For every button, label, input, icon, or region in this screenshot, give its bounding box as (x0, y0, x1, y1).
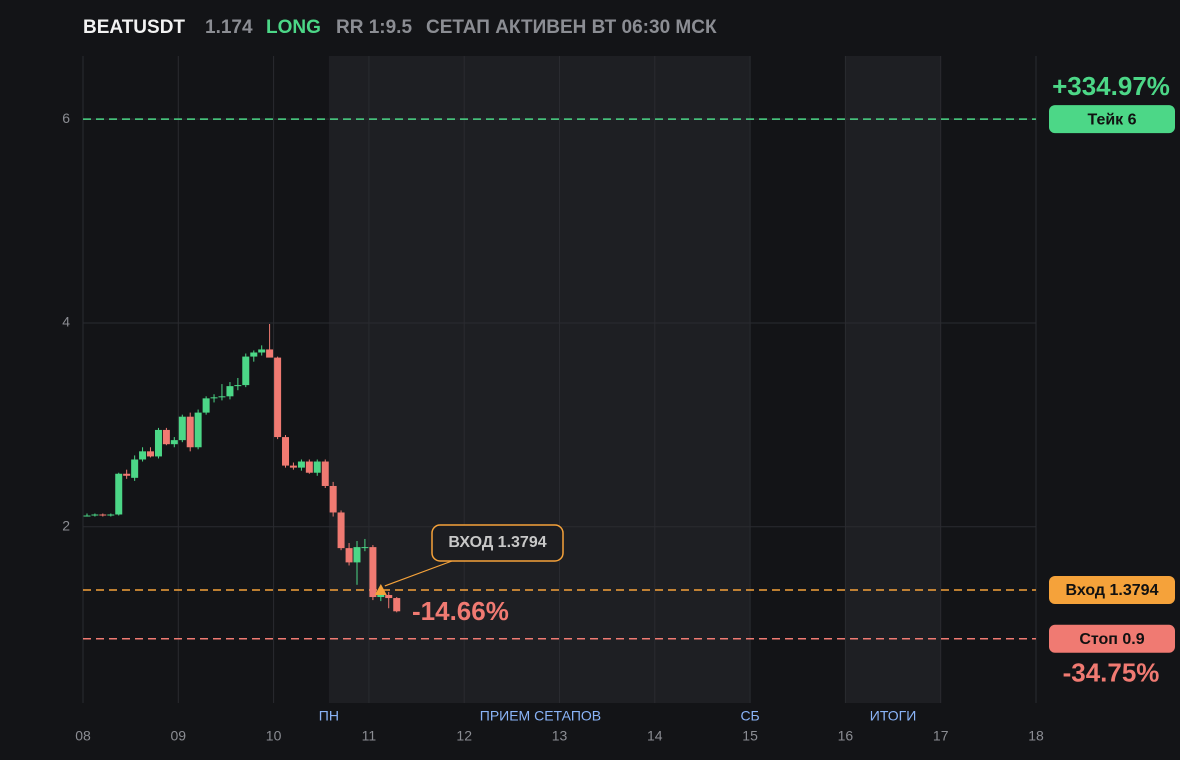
x-tick-label: 17 (933, 728, 949, 744)
price: 1.174 (205, 17, 253, 38)
x-tick-label: 09 (171, 728, 187, 744)
candle-body (234, 385, 242, 387)
x-tick-label: 14 (647, 728, 663, 744)
candle-body (210, 397, 218, 399)
level-label: Стоп 0.9 (1079, 631, 1144, 648)
candle-body (289, 465, 297, 468)
candle-body (226, 386, 234, 397)
y-tick-label: 2 (62, 517, 70, 533)
level-badge (1049, 575, 1175, 604)
candle-body (305, 461, 313, 473)
candle-body (313, 461, 321, 473)
candle-body (321, 461, 329, 486)
annotation-box (431, 524, 564, 562)
candle-body (139, 451, 147, 460)
candle-body (393, 598, 401, 612)
candle-body (107, 514, 115, 516)
session-label: СБ (740, 708, 759, 724)
candle-body (345, 548, 353, 563)
y-tick-label: 4 (62, 314, 70, 330)
candle-body (131, 459, 139, 478)
candle-body (218, 396, 226, 398)
candle-body (369, 547, 377, 598)
y-tick-label: 6 (62, 110, 70, 126)
symbol: BEATUSDT (83, 17, 185, 38)
candle-body (162, 429, 170, 445)
level-badge (1049, 105, 1175, 134)
level-pct: -34.75% (1063, 658, 1160, 688)
annotation-text: ВХОД 1.3794 (448, 534, 546, 551)
candle-body (186, 416, 194, 448)
candle-body (170, 440, 178, 445)
x-tick-label: 16 (838, 728, 854, 744)
x-tick-label: 15 (742, 728, 758, 744)
side: LONG (266, 17, 321, 38)
candle-body (154, 429, 162, 457)
level-badge (1049, 624, 1175, 653)
entry-marker (374, 583, 387, 595)
x-tick-label: 18 (1028, 728, 1044, 744)
candle-body (361, 547, 369, 549)
candle-body (250, 352, 258, 357)
annotation-pointer (384, 560, 453, 587)
session-label: ПРИЕМ СЕТАПОВ (480, 708, 601, 724)
x-tick-label: 11 (362, 728, 377, 744)
candle-body (83, 515, 91, 517)
candle-body (297, 461, 305, 468)
x-tick-label: 13 (552, 728, 568, 744)
candle-body (99, 514, 107, 516)
candle-body (91, 514, 99, 516)
candle-body (353, 547, 361, 563)
level-label: Вход 1.3794 (1066, 582, 1159, 599)
candle-body (123, 473, 131, 476)
candle-body (258, 349, 266, 353)
candle-body (385, 594, 393, 599)
status: СЕТАП АКТИВЕН ВТ 06:30 МСК (426, 17, 717, 38)
x-tick-label: 10 (266, 728, 282, 744)
candle-body (194, 412, 202, 448)
candle-body (337, 512, 345, 549)
session-label: ПН (319, 708, 339, 724)
candle-body (282, 437, 290, 466)
current-pnl: -14.66% (412, 596, 509, 626)
x-tick-label: 12 (456, 728, 472, 744)
session-label: ИТОГИ (870, 708, 917, 724)
candle-body (202, 398, 210, 413)
x-tick-label: 08 (75, 728, 91, 744)
candle-body (329, 485, 337, 513)
session-band (328, 56, 751, 703)
candle-body (274, 357, 282, 438)
candle-body (266, 349, 274, 358)
session-band (845, 56, 941, 703)
candle-body (242, 356, 250, 386)
candle-body (146, 451, 154, 457)
candle-body (178, 416, 186, 441)
candle-body (115, 473, 123, 515)
candle-body (377, 594, 385, 598)
level-pct: +334.97% (1052, 71, 1170, 101)
rr: RR 1:9.5 (336, 17, 412, 38)
level-label: Тейк 6 (1087, 111, 1136, 128)
